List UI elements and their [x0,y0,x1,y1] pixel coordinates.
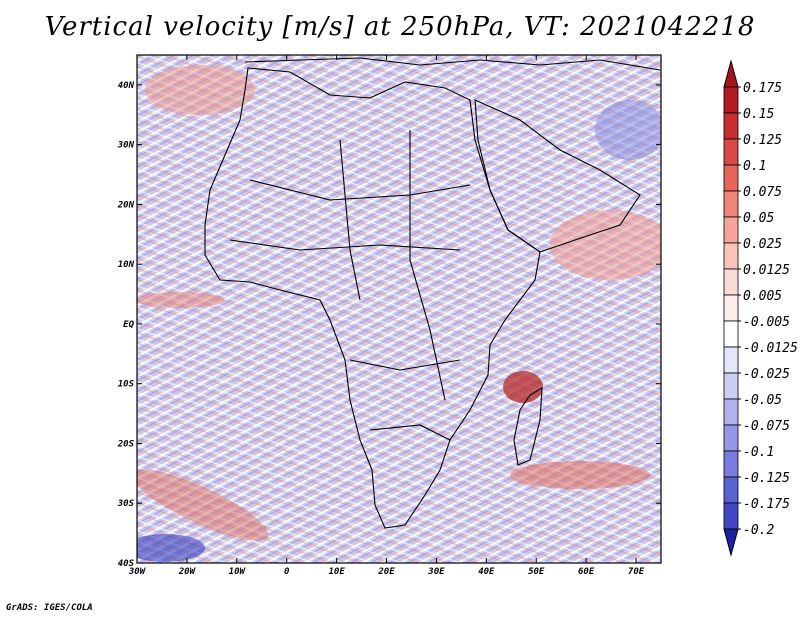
colorbar-segment [723,86,739,114]
y-tick-label: 30S [117,499,135,509]
colorbar-label: 0.15 [743,107,774,122]
colorbar-label: -0.005 [743,315,790,330]
colorbar-segment [723,216,739,244]
colorbar-segment [723,450,739,478]
y-tick-label: 40N [118,81,135,91]
colorbar-segment [723,320,739,348]
colorbar-segment [723,112,739,140]
x-tick-label: 60E [578,567,595,577]
colorbar-segment [723,190,739,218]
y-tick-label: EQ [123,320,134,330]
x-tick-label: 50E [528,567,545,577]
colorbar-label: -0.0125 [743,341,798,356]
x-tick-label: 30E [427,567,445,577]
colorbar-segment [723,294,739,322]
x-tick-label: 30W [128,567,147,577]
colorbar-segment [723,164,739,192]
colorbar-label: 0.005 [743,289,782,304]
colorbar-segment [723,398,739,426]
x-tick-label: 20W [178,567,197,577]
axis-ticks: 30W 20W 10W 0 10E 20E 30E 40E 50E 60E 70E 40N 30N 20N… [117,55,661,577]
colorbar-label: 0.125 [743,133,782,148]
ascent-region-southeast [510,461,650,489]
colorbar-label: -0.125 [743,471,790,486]
border-4 [229,239,461,251]
border-6 [369,424,451,441]
colorbar-label: 0.175 [743,81,782,96]
y-tick-label: 20S [117,439,135,449]
y-tick-label: 30N [117,141,135,151]
map-frame [136,54,662,564]
colorbar-label: -0.2 [743,523,774,538]
madagascar-coastline [513,387,543,466]
border-5 [349,359,461,371]
x-tick-label: 70E [628,567,645,577]
colorbar-segment [723,268,739,296]
border-1 [249,179,471,201]
europe-coastline [244,57,661,71]
velocity-blobs [137,65,661,562]
ascent-region-arabian-sea [550,210,661,280]
descent-region-east [595,100,661,160]
x-tick-label: 0 [284,567,290,577]
colorbar-label: -0.075 [743,419,790,434]
y-tick-label: 10N [118,260,135,270]
colorbar-segment [723,346,739,374]
chart-title: Vertical velocity [m/s] at 250hPa, VT: 2… [44,12,756,42]
colorbar-label: 0.025 [743,237,782,252]
x-tick-label: 10E [328,567,345,577]
colorbar-segment [723,502,739,530]
ascent-region-equatorial [137,292,225,308]
y-tick-label: 10S [118,380,135,390]
y-tick-label: 40S [118,559,135,569]
colorbar-segment [723,138,739,166]
colorbar-label: -0.025 [743,367,790,382]
colorbar-label: 0.075 [743,185,782,200]
colorbar-segment [723,476,739,504]
colorbar-segment [723,372,739,400]
colorbar: 0.175 0.15 0.125 0.1 0.075 0.05 0.025 0.0125 0.0… [723,59,798,557]
x-tick-label: 20E [377,567,395,577]
africa-coastline [204,67,541,529]
x-tick-label: 10W [229,567,247,577]
colorbar-label: 0.1 [743,159,766,174]
ascent-region-mozambique [503,371,543,403]
colorbar-label: 0.05 [743,211,774,226]
colorbar-label: -0.1 [743,445,774,460]
grads-credit: GrADS: IGES/COLA [6,603,93,613]
colorbar-top-arrow [723,59,739,88]
border-3 [409,130,446,401]
y-tick-label: 20N [117,200,135,210]
map-panel: 30W 20W 10W 0 10E 20E 30E 40E 50E 60E 70E 40N 30N 20N… [117,54,662,577]
ascent-region-north [145,65,255,115]
colorbar-label: -0.05 [743,393,782,408]
coastlines [204,57,661,529]
ascent-region-atlantic [137,469,269,541]
border-2 [339,139,361,301]
x-tick-label: 40E [478,567,495,577]
colorbar-label: -0.175 [743,497,790,512]
arabia-coastline [474,99,641,253]
colorbar-bottom-arrow [723,528,739,557]
colorbar-label: 0.0125 [743,263,790,278]
descent-region-southwest [137,534,205,562]
colorbar-segment [723,424,739,452]
colorbar-segment [723,242,739,270]
